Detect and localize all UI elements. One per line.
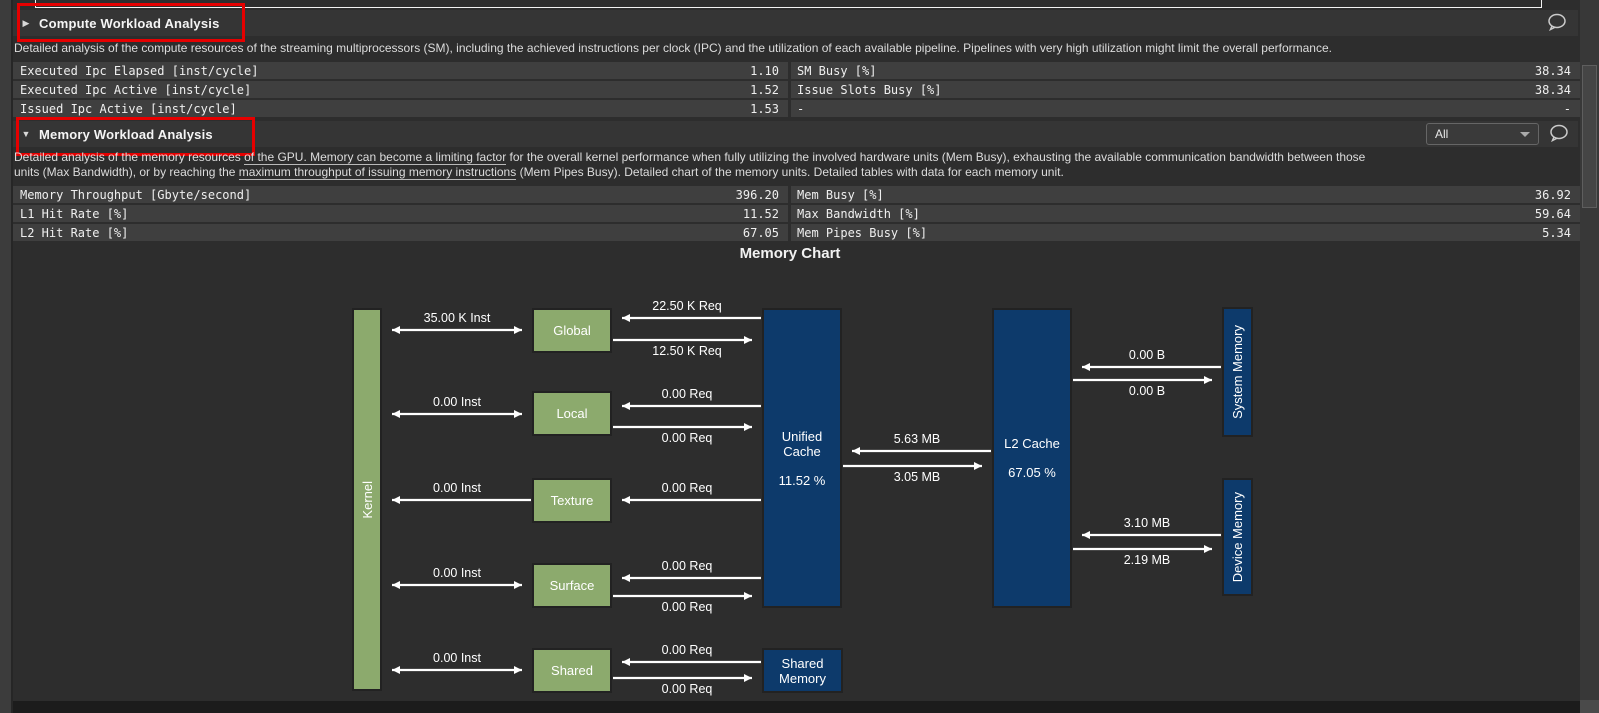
node-shared: Shared	[532, 648, 612, 693]
left-gutter	[0, 0, 13, 713]
node-shared-memory: Shared Memory	[762, 648, 843, 693]
scrollbar-corner	[1580, 700, 1599, 713]
comment-icon[interactable]	[1548, 124, 1570, 142]
metric-label: Max Bandwidth [%]	[797, 206, 920, 221]
metric-value: 1.10	[750, 63, 779, 78]
link-label-shared-to-sharedmem: 0.00 Req	[661, 682, 713, 696]
metric-label: L1 Hit Rate [%]	[20, 206, 129, 221]
node-system-memory-label: System Memory	[1230, 325, 1245, 419]
metric-label: -	[797, 101, 805, 116]
node-device-memory-label: Device Memory	[1230, 491, 1245, 583]
node-surface-label: Surface	[549, 578, 595, 593]
node-system-memory: System Memory	[1222, 307, 1253, 437]
link-label-dev-to-l2: 3.10 MB	[1123, 516, 1171, 530]
table-row: Executed Ipc Active [inst/cycle] 1.52 Iss…	[13, 81, 1580, 98]
memory-description: Detailed analysis of the memory resource…	[14, 150, 1365, 180]
section-title-memory: Memory Workload Analysis	[39, 126, 213, 142]
metric-label: Memory Throughput [Gbyte/second]	[20, 187, 252, 202]
metric-value: 36.92	[1534, 187, 1571, 202]
table-row: L2 Hit Rate [%] 67.05 Mem Pipes Busy [%] 5…	[13, 224, 1580, 241]
link-label-surface-to-unified: 0.00 Req	[661, 600, 713, 614]
node-texture: Texture	[532, 478, 612, 523]
node-l2-cache-label: L2 Cache	[1004, 436, 1060, 451]
link-label-kernel-shared: 0.00 Inst	[433, 651, 481, 665]
collapse-arrow-icon[interactable]: ▼	[21, 129, 31, 139]
node-global: Global	[532, 308, 612, 353]
metric-value: 38.34	[1534, 82, 1571, 97]
link-label-unified-to-global: 22.50 K Req	[652, 299, 722, 313]
node-kernel-label: Kernel	[359, 480, 375, 519]
node-local: Local	[532, 391, 612, 436]
previous-section-border	[35, 0, 1542, 8]
metric-value: 38.34	[1534, 63, 1571, 78]
node-surface: Surface	[532, 563, 612, 608]
link-label-kernel-surface: 0.00 Inst	[433, 566, 481, 580]
node-kernel: Kernel	[352, 308, 382, 691]
memory-description-line2: units (Max Bandwidth), or by reaching th…	[14, 165, 1064, 180]
node-local-label: Local	[556, 406, 588, 421]
table-row: Memory Throughput [Gbyte/second] 396.20 M…	[13, 186, 1580, 203]
link-label-sys-to-l2: 0.00 B	[1128, 348, 1166, 362]
link-label-sharedmem-to-shared: 0.00 Req	[661, 643, 713, 657]
node-unified-cache-pct: 11.52 %	[778, 472, 826, 488]
link-label-kernel-local: 0.00 Inst	[433, 395, 481, 409]
table-row: Executed Ipc Elapsed [inst/cycle] 1.10 SM…	[13, 62, 1580, 79]
metric-label: Mem Pipes Busy [%]	[797, 225, 928, 240]
link-label-l2-to-unified: 5.63 MB	[893, 432, 941, 446]
metric-value: 1.52	[750, 82, 779, 97]
description-link: of the GPU. Memory can become a limiting…	[244, 150, 507, 165]
metric-label: L2 Hit Rate [%]	[20, 225, 129, 240]
link-label-kernel-texture: 0.00 Inst	[433, 481, 481, 495]
link-label-kernel-global: 35.00 K Inst	[423, 311, 491, 325]
description-link: maximum throughput of issuing memory ins…	[238, 165, 517, 180]
compute-description-text: Detailed analysis of the compute resourc…	[14, 41, 1332, 55]
chevron-down-icon	[1520, 131, 1530, 137]
metric-value: 1.53	[750, 101, 779, 116]
metric-label: Executed Ipc Active [inst/cycle]	[20, 82, 252, 97]
link-label-l2-to-dev: 2.19 MB	[1123, 553, 1171, 567]
table-row: L1 Hit Rate [%] 11.52 Max Bandwidth [%] 59…	[13, 205, 1580, 222]
metric-value: 11.52	[742, 206, 779, 221]
metric-value: -	[1563, 101, 1571, 116]
section-header-memory[interactable]: ▼ Memory Workload Analysis	[13, 121, 1578, 147]
link-label-unified-to-local: 0.00 Req	[661, 387, 713, 401]
compute-description: Detailed analysis of the compute resourc…	[14, 41, 1332, 56]
link-label-local-to-unified: 0.00 Req	[661, 431, 713, 445]
metric-label: Mem Busy [%]	[797, 187, 884, 202]
metric-label: SM Busy [%]	[797, 63, 877, 78]
node-unified-cache: Unified Cache 11.52 %	[762, 308, 842, 608]
collapse-arrow-icon[interactable]: ▶	[22, 17, 30, 28]
node-texture-label: Texture	[550, 493, 594, 508]
scrollbar-thumb[interactable]	[1582, 65, 1597, 208]
section-title-compute: Compute Workload Analysis	[39, 15, 220, 31]
comment-icon[interactable]	[1546, 13, 1568, 31]
section-header-compute[interactable]: ▶ Compute Workload Analysis	[13, 10, 1578, 36]
memory-chart-title: Memory Chart	[739, 245, 841, 262]
node-unified-cache-label: Unified Cache	[781, 428, 823, 459]
link-label-unified-to-texture: 0.00 Req	[661, 481, 713, 495]
metric-label: Issued Ipc Active [inst/cycle]	[20, 101, 237, 116]
metric-value: 67.05	[742, 225, 779, 240]
node-shared-label: Shared	[551, 663, 593, 678]
node-shared-memory-label: Shared Memory	[779, 655, 826, 686]
next-section-strip	[13, 701, 1580, 713]
link-label-unified-to-surface: 0.00 Req	[661, 559, 713, 573]
view-selector-dropdown[interactable]: All	[1426, 123, 1539, 145]
node-device-memory: Device Memory	[1222, 478, 1253, 596]
memory-description-line1: Detailed analysis of the memory resource…	[14, 150, 1366, 165]
metric-value: 59.64	[1534, 206, 1571, 221]
metric-label: Executed Ipc Elapsed [inst/cycle]	[20, 63, 259, 78]
link-label-global-to-unified: 12.50 K Req	[652, 344, 722, 358]
metric-value: 5.34	[1542, 225, 1571, 240]
metric-value: 396.20	[735, 187, 779, 202]
dropdown-value: All	[1435, 127, 1449, 141]
node-l2-cache: L2 Cache 67.05 %	[992, 308, 1072, 608]
node-l2-cache-pct: 67.05 %	[1008, 465, 1056, 480]
link-label-l2-to-sys: 0.00 B	[1128, 384, 1166, 398]
metric-label: Issue Slots Busy [%]	[797, 82, 942, 97]
table-row: Issued Ipc Active [inst/cycle] 1.53 - -	[13, 100, 1580, 117]
link-label-unified-to-l2: 3.05 MB	[893, 470, 941, 484]
node-global-label: Global	[553, 323, 591, 338]
